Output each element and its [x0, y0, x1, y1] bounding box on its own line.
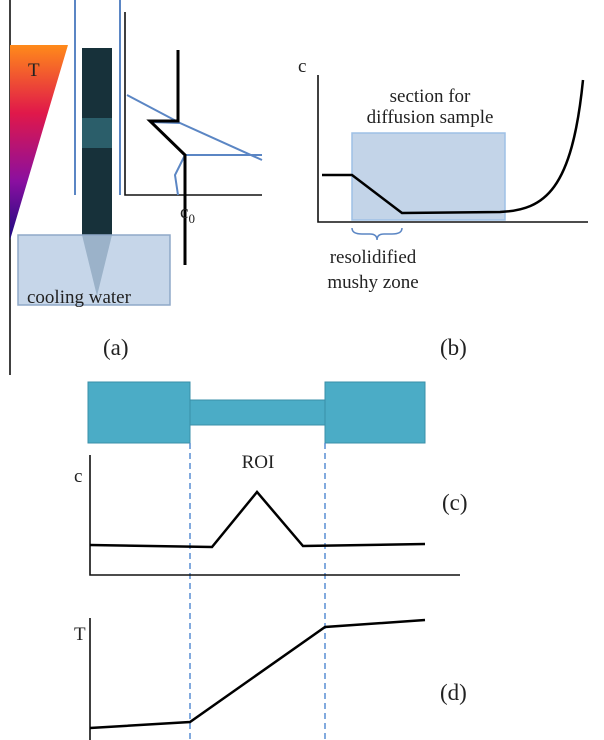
c0-sub: 0 — [188, 211, 195, 226]
brace-label-line: resolidified — [330, 247, 417, 268]
axis-label-c: c — [298, 56, 306, 77]
panel-b: c section for diffusion sample resolidif… — [298, 56, 588, 360]
brace-label-line: mushy zone — [327, 272, 418, 293]
temperature-profile — [90, 620, 425, 728]
page: T cooling water c0 (a) c section for dif… — [0, 0, 604, 740]
caption-a: (a) — [103, 335, 129, 360]
panel-c: ROI c (c) — [74, 382, 468, 740]
axis-label-t: T — [74, 624, 86, 645]
box-label-line: section for — [390, 86, 471, 107]
concentration-profile — [90, 492, 425, 547]
phase-axes — [125, 12, 262, 195]
brace — [352, 228, 402, 240]
caption-b: (b) — [440, 335, 467, 360]
specimen-left — [88, 382, 190, 443]
panel-a: T cooling water c0 (a) — [10, 0, 262, 375]
specimen-right — [325, 382, 425, 443]
box-label-line: diffusion sample — [367, 107, 494, 128]
composition-line — [150, 50, 185, 265]
roi-label: ROI — [242, 452, 275, 473]
c0-base: c — [180, 202, 188, 223]
c0-label: c0 — [180, 202, 195, 226]
section-box — [352, 133, 505, 220]
rod-section — [82, 118, 112, 148]
caption-d: (d) — [440, 680, 467, 705]
caption-c: (c) — [442, 490, 468, 515]
phase-lines — [127, 95, 262, 195]
cooling-water-label: cooling water — [27, 287, 132, 308]
panel-d: T (d) — [74, 618, 467, 740]
specimen-neck — [190, 400, 325, 425]
diagram: T cooling water c0 (a) c section for dif… — [0, 0, 604, 740]
gradient-label: T — [28, 60, 40, 81]
axis-label-c: c — [74, 466, 82, 487]
